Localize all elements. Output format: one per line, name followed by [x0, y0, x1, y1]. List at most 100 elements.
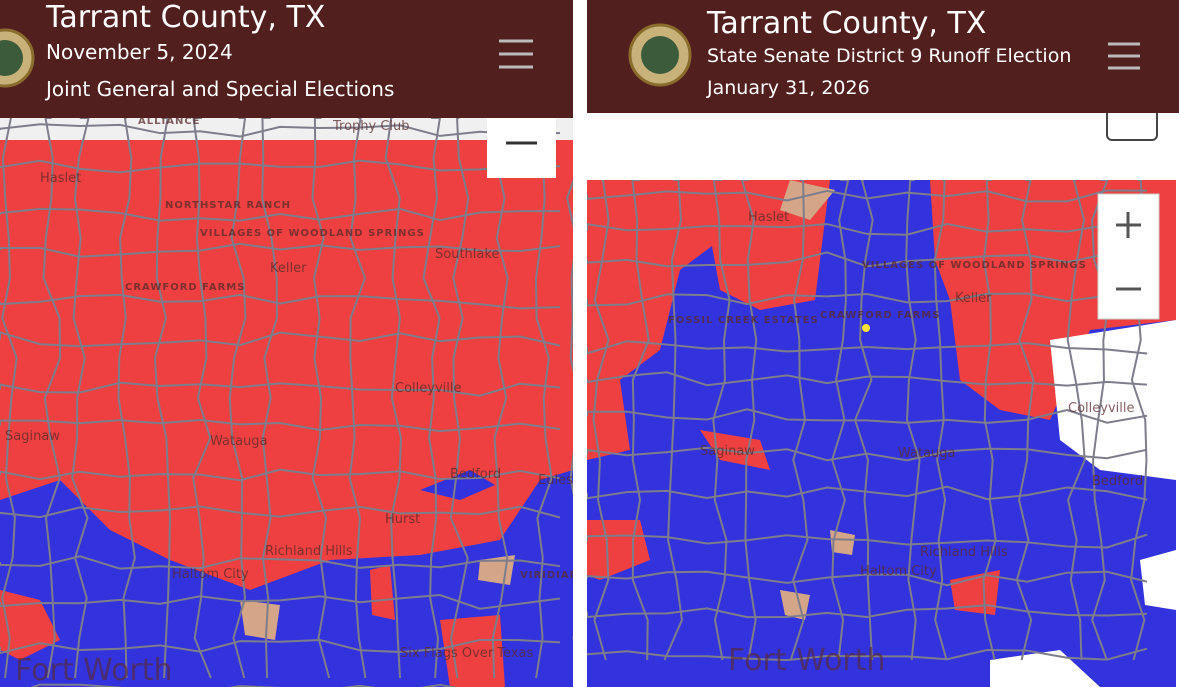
header-date: November 5, 2024 — [46, 40, 233, 64]
place-label: VIRIDIAN — [520, 570, 579, 581]
place-label: Richland Hills — [265, 544, 353, 559]
place-label: Bedford — [450, 467, 501, 482]
map-labels: Haslet VILLAGES OF WOODLAND SPRINGS Keller… — [668, 210, 1143, 678]
road — [422, 118, 441, 679]
place-label: ALLIANCE — [138, 116, 200, 127]
road — [587, 570, 1148, 587]
road — [587, 189, 1148, 203]
road — [933, 180, 948, 661]
road — [587, 446, 1148, 462]
zoom-in-button[interactable] — [1116, 212, 1141, 238]
place-label: VILLAGES OF WOODLAND SPRINGS — [862, 260, 1087, 271]
road — [261, 118, 278, 679]
map-toolbar — [587, 113, 1179, 180]
road — [153, 118, 172, 679]
header-election: Joint General and Special Elections — [44, 77, 394, 101]
place-label: Keller — [270, 261, 307, 276]
road — [117, 118, 136, 679]
divider — [573, 0, 587, 687]
road — [0, 419, 561, 433]
place-label: Saginaw — [700, 444, 755, 459]
place-label: Fort Worth — [728, 643, 886, 678]
place-label: Hurst — [385, 512, 420, 527]
place-label: Keller — [955, 291, 992, 306]
right-panel: Haslet VILLAGES OF WOODLAND SPRINGS Keller… — [587, 0, 1179, 687]
road — [192, 118, 212, 679]
map — [587, 180, 1176, 687]
road — [663, 180, 683, 661]
road — [587, 485, 1148, 501]
zoom-out-button[interactable] — [487, 118, 556, 178]
road — [587, 647, 1148, 662]
left-panel: ALLIANCE Trophy Club Haslet NORTHSTAR RANCH… — [0, 0, 580, 687]
road — [0, 468, 561, 482]
place-label: Haslet — [40, 171, 81, 186]
road — [0, 331, 561, 348]
place-label: Watauga — [898, 446, 956, 461]
road — [42, 118, 62, 679]
road — [0, 242, 561, 258]
road — [587, 533, 1148, 549]
road — [854, 180, 874, 661]
place-label: NORTHSTAR RANCH — [165, 200, 291, 211]
road — [587, 340, 1148, 355]
place-label: Euless — [538, 473, 580, 488]
place-label: Watauga — [210, 434, 268, 449]
header-date: January 31, 2026 — [706, 77, 870, 99]
road — [228, 118, 247, 679]
map — [0, 118, 573, 687]
road — [0, 123, 561, 138]
road — [587, 292, 1148, 307]
road — [587, 604, 1148, 619]
road — [0, 293, 561, 310]
road — [1015, 180, 1035, 661]
county-seal-center — [641, 36, 679, 74]
place-label: Six Flags Over Texas — [400, 646, 533, 661]
place-label: Saginaw — [5, 429, 60, 444]
place-label: Richland Hills — [920, 545, 1008, 560]
place-label: Southlake — [435, 247, 499, 262]
place-label: CRAWFORD FARMS — [820, 310, 940, 321]
road — [0, 159, 561, 174]
header-title: Tarrant County, TX — [45, 0, 325, 35]
header — [0, 0, 573, 118]
header-title: Tarrant County, TX — [706, 6, 986, 41]
road — [982, 180, 997, 661]
menu-button[interactable] — [499, 39, 533, 69]
place-label: CRAWFORD FARMS — [125, 282, 245, 293]
road — [449, 118, 470, 679]
place-label: VILLAGES OF WOODLAND SPRINGS — [200, 228, 425, 239]
place-label: Trophy Club — [332, 119, 410, 134]
road — [0, 381, 561, 397]
header-election: State Senate District 9 Runoff Election — [707, 45, 1071, 67]
road — [0, 638, 561, 655]
road — [0, 594, 561, 610]
place-label: Haltom City — [172, 567, 249, 582]
map-labels: ALLIANCE Trophy Club Haslet NORTHSTAR RANCH… — [5, 116, 580, 687]
place-label: Haslet — [748, 210, 789, 225]
place-label: FOSSIL CREEK ESTATES — [668, 315, 819, 326]
road — [587, 408, 1148, 424]
place-label: Haltom City — [860, 564, 937, 579]
road — [71, 118, 90, 679]
road — [30, 683, 458, 687]
place-label: Colleyville — [395, 381, 461, 396]
road — [348, 118, 367, 679]
road — [0, 505, 561, 519]
road — [631, 180, 650, 661]
place-label: Bedford — [1092, 474, 1143, 489]
road — [587, 371, 1148, 387]
road — [311, 118, 331, 679]
county-seal-center — [0, 40, 23, 76]
road — [0, 207, 561, 222]
place-label: Fort Worth — [15, 653, 173, 687]
marker — [862, 324, 870, 332]
road — [1, 118, 18, 679]
place-label: Colleyville — [1068, 401, 1134, 416]
menu-button[interactable] — [1108, 42, 1140, 70]
road — [384, 118, 402, 679]
road — [0, 555, 561, 570]
road — [587, 222, 1148, 236]
road — [905, 180, 921, 661]
